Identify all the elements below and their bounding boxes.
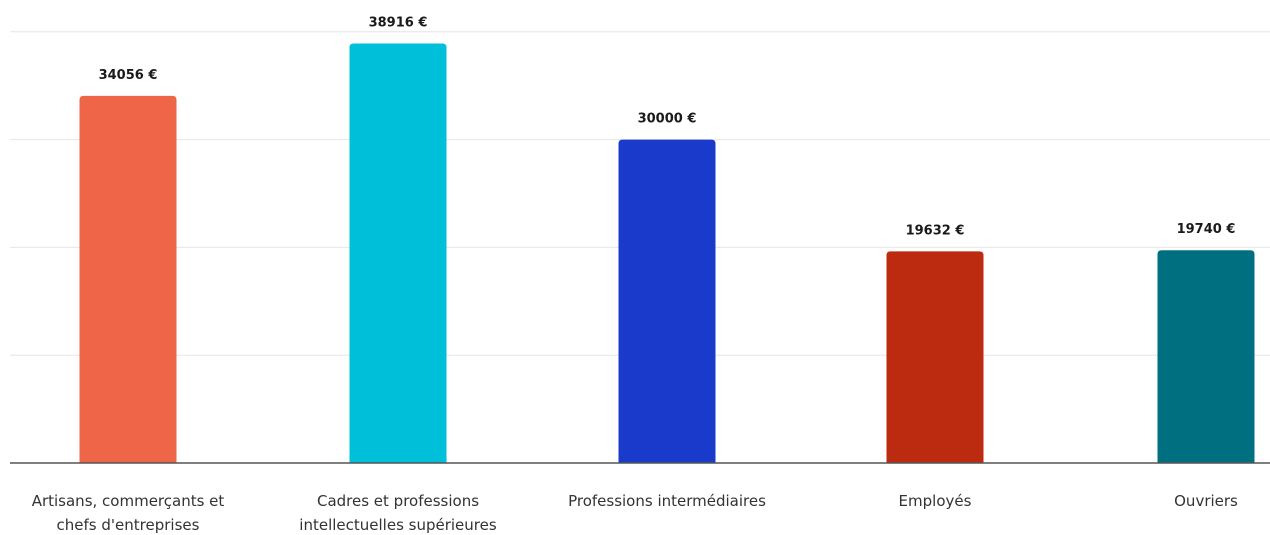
bar-value-label: 38916 € [369, 15, 428, 30]
category-labels: Artisans, commerçants et chefs d'entrepri… [32, 492, 1238, 534]
category-label: Artisans, commerçants et chefs d'entrepri… [32, 492, 225, 534]
bar [886, 251, 984, 463]
bar [618, 139, 716, 463]
bar-value-label: 19632 € [906, 223, 965, 238]
bar-value-label: 30000 € [638, 112, 697, 127]
category-label: Ouvriers [1174, 492, 1238, 510]
category-label: Professions intermédiaires [568, 492, 766, 510]
bars [79, 43, 1255, 464]
bar-value-label: 19740 € [1177, 222, 1236, 237]
bar-value-label: 34056 € [99, 68, 158, 83]
bar [349, 43, 447, 463]
bar [79, 95, 177, 464]
bar [1157, 250, 1255, 463]
value-labels: 34056 € 38916 € 30000 € 19632 € 19740 € [99, 15, 1236, 238]
category-label: Cadres et professions intellectuelles sup… [299, 492, 497, 534]
category-label: Employés [899, 492, 972, 510]
